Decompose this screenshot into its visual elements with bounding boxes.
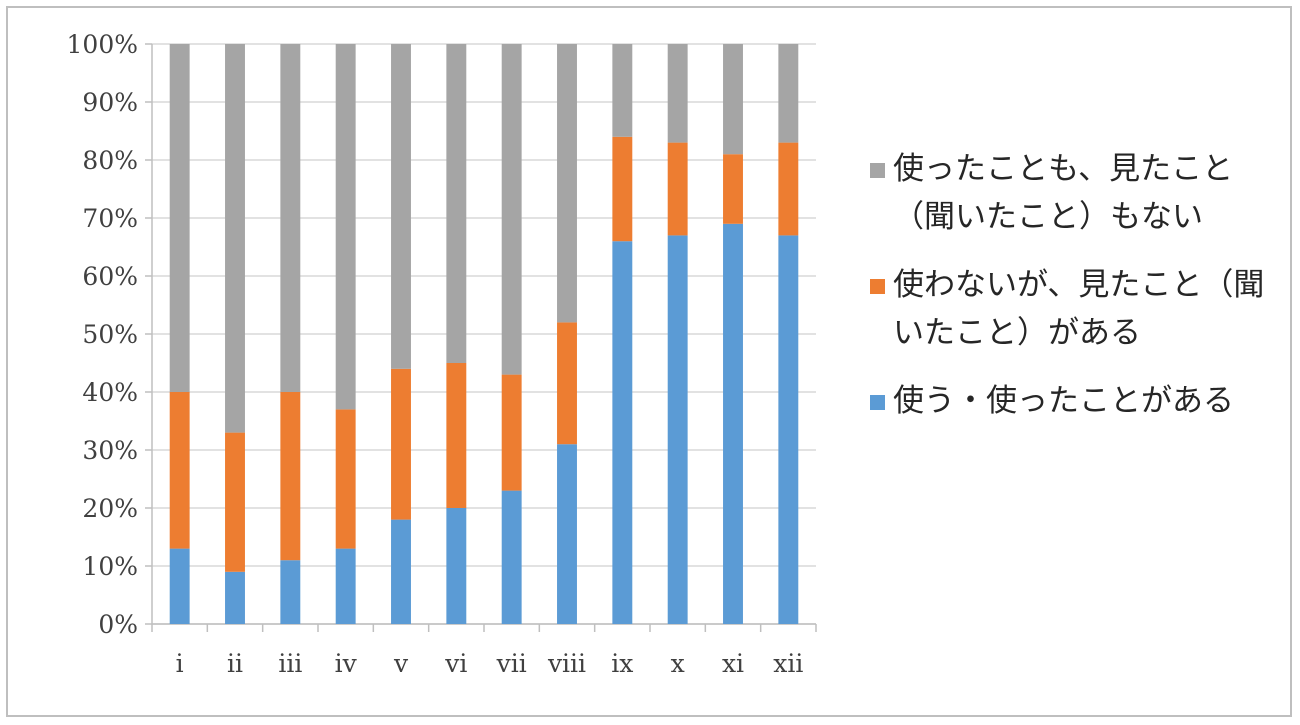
bar-segment: [391, 44, 411, 369]
y-tick-label: 20%: [82, 494, 138, 523]
bar-segment: [612, 241, 633, 624]
legend-swatch-none: [870, 163, 885, 178]
bar-segment: [557, 444, 577, 624]
bar-segment: [225, 44, 245, 433]
legend-swatch-used: [870, 395, 885, 410]
bar-segment: [501, 44, 522, 375]
bar-segment: [225, 571, 245, 624]
x-tick-label: xii: [773, 649, 803, 678]
bar-segment: [446, 44, 467, 363]
bar-segment: [335, 548, 356, 624]
legend-item-used: 使う・使ったことがある: [870, 377, 1270, 425]
bar-segment: [501, 490, 522, 624]
y-tick-label: 0%: [98, 610, 138, 639]
legend-swatch-heard: [870, 279, 885, 294]
y-tick-label: 40%: [82, 378, 138, 407]
chart-frame: [6, 6, 1292, 717]
bar-segment: [723, 44, 743, 155]
bar-segment: [778, 142, 799, 236]
y-tick-label: 100%: [67, 30, 138, 59]
bar-segment: [225, 432, 245, 572]
y-tick-label: 90%: [82, 88, 138, 117]
bar-segment: [612, 44, 633, 137]
bar-segment: [280, 392, 301, 561]
bar-segment: [612, 136, 633, 242]
bar-segment: [667, 142, 688, 236]
bar-segment: [446, 363, 467, 508]
x-tick-label: i: [176, 649, 184, 678]
y-tick-label: 60%: [82, 262, 138, 291]
bar-segment: [335, 409, 356, 549]
x-tick-label: ii: [227, 649, 243, 678]
bar-segment: [391, 519, 411, 624]
y-tick-label: 70%: [82, 204, 138, 233]
legend-item-heard: 使わないが、見たこと（聞いたこと）がある: [870, 261, 1270, 357]
stacked-bar-chart: 0%10%20%30%40%50%60%70%80%90%100%i ii iii i…: [67, 30, 817, 678]
bar-segment: [280, 44, 301, 392]
y-tick-label: 30%: [82, 436, 138, 465]
bar-segment: [446, 508, 467, 624]
x-tick-label: iii: [278, 649, 302, 678]
x-tick-label: xi: [722, 649, 744, 678]
x-tick-label: ix: [611, 649, 633, 678]
bar-segment: [667, 235, 688, 624]
bar-segment: [723, 154, 743, 224]
legend-item-none: 使ったことも、見たこと（聞いたこと）もない: [870, 145, 1270, 241]
bar-segment: [778, 235, 799, 624]
bar-segment: [501, 374, 522, 491]
x-tick-label: vii: [496, 649, 527, 678]
bar-segment: [778, 44, 799, 143]
x-tick-label: vi: [444, 649, 467, 678]
x-tick-label: iv: [335, 649, 358, 678]
x-tick-label: x: [671, 649, 685, 678]
y-tick-label: 50%: [82, 320, 138, 349]
y-tick-label: 80%: [82, 146, 138, 175]
bar-segment: [169, 392, 190, 549]
bar-segment: [280, 560, 301, 624]
bar-segment: [169, 44, 190, 392]
legend-label-used: 使う・使ったことがある: [893, 383, 1234, 419]
legend-label-none: 使ったことも、見たこと（聞いたこと）もない: [893, 151, 1234, 235]
bar-segment: [723, 223, 743, 625]
bar-segment: [557, 322, 577, 445]
bar-segment: [557, 44, 577, 323]
x-tick-label: v: [393, 649, 409, 678]
bar-segment: [391, 368, 411, 520]
legend-label-heard: 使わないが、見たこと（聞いたこと）がある: [893, 267, 1265, 351]
bar-segment: [335, 44, 356, 410]
x-tick-label: viii: [547, 649, 586, 678]
bar-segment: [667, 44, 688, 143]
chart-legend: 使ったことも、見たこと（聞いたこと）もない 使わないが、見たこと（聞いたこと）が…: [870, 145, 1270, 445]
y-tick-label: 10%: [82, 552, 138, 581]
bar-segment: [169, 548, 190, 624]
